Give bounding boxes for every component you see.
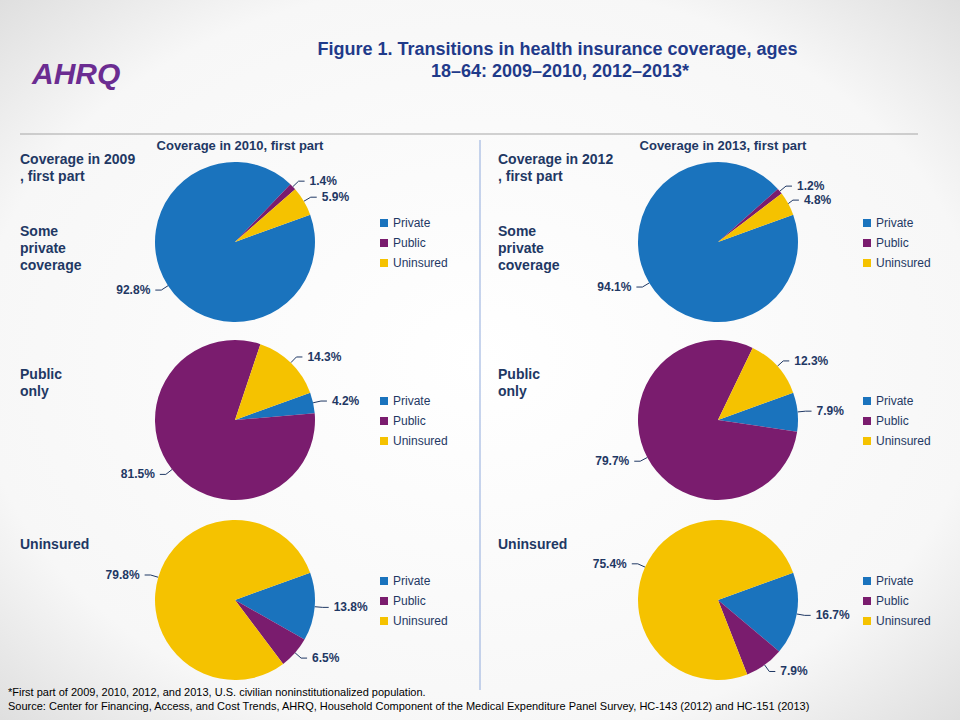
svg-text:Uninsured: Uninsured xyxy=(876,614,931,628)
svg-text:Private: Private xyxy=(876,216,914,230)
svg-text:75.4%: 75.4% xyxy=(593,557,627,571)
svg-text:Uninsured: Uninsured xyxy=(20,536,89,552)
svg-text:5.9%: 5.9% xyxy=(322,190,350,204)
svg-text:private: private xyxy=(498,240,548,256)
svg-text:Private: Private xyxy=(876,394,914,408)
svg-text:Public: Public xyxy=(393,594,426,608)
svg-text:Uninsured: Uninsured xyxy=(876,434,931,448)
svg-text:Public: Public xyxy=(20,366,66,382)
svg-text:Uninsured: Uninsured xyxy=(393,256,448,270)
svg-text:Private: Private xyxy=(393,216,431,230)
svg-text:Source: Center for Financing,: Source: Center for Financing, Access, an… xyxy=(8,700,809,712)
svg-text:6.5%: 6.5% xyxy=(312,651,340,665)
svg-text:14.3%: 14.3% xyxy=(307,350,341,364)
svg-text:4.8%: 4.8% xyxy=(804,193,832,207)
svg-text:94.1%: 94.1% xyxy=(597,280,631,294)
svg-text:Private: Private xyxy=(393,574,431,588)
svg-text:1.2%: 1.2% xyxy=(797,179,825,193)
svg-text:18–64: 2009–2010, 2012–2013*: 18–64: 2009–2010, 2012–2013* xyxy=(431,61,689,81)
svg-text:only: only xyxy=(498,383,527,399)
svg-text:private: private xyxy=(20,240,70,256)
svg-text:13.8%: 13.8% xyxy=(334,600,368,614)
svg-text:Coverage in 2010, first part: Coverage in 2010, first part xyxy=(157,138,325,153)
svg-text:Public: Public xyxy=(876,236,909,250)
svg-text:*First part of 2009, 2010, 201: *First part of 2009, 2010, 2012, and 201… xyxy=(8,686,426,698)
svg-text:7.9%: 7.9% xyxy=(780,664,808,678)
svg-text:81.5%: 81.5% xyxy=(121,467,155,481)
svg-text:1.4%: 1.4% xyxy=(310,174,338,188)
svg-text:7.9%: 7.9% xyxy=(817,404,845,418)
svg-text:Private: Private xyxy=(393,394,431,408)
svg-text:Public: Public xyxy=(876,414,909,428)
svg-text:AHRQ: AHRQ xyxy=(31,57,120,90)
svg-text:Public: Public xyxy=(393,414,426,428)
svg-text:Uninsured: Uninsured xyxy=(498,536,567,552)
svg-text:92.8%: 92.8% xyxy=(116,283,150,297)
svg-text:79.8%: 79.8% xyxy=(106,568,140,582)
svg-text:Coverage in 2012: Coverage in 2012 xyxy=(498,151,613,167)
svg-text:, first part: , first part xyxy=(20,168,85,184)
svg-text:Public: Public xyxy=(393,236,426,250)
svg-text:Figure 1. Transitions in healt: Figure 1. Transitions in health insuranc… xyxy=(317,39,802,59)
svg-text:Uninsured: Uninsured xyxy=(876,256,931,270)
svg-text:Public: Public xyxy=(876,594,909,608)
svg-text:Coverage in 2013, first part: Coverage in 2013, first part xyxy=(640,138,808,153)
svg-text:4.2%: 4.2% xyxy=(332,394,360,408)
svg-text:coverage: coverage xyxy=(20,257,82,273)
svg-text:16.7%: 16.7% xyxy=(816,608,850,622)
svg-text:Coverage in 2009: Coverage in 2009 xyxy=(20,151,135,167)
svg-text:Uninsured: Uninsured xyxy=(393,434,448,448)
svg-text:Public: Public xyxy=(498,366,544,382)
svg-text:79.7%: 79.7% xyxy=(595,454,629,468)
svg-text:coverage: coverage xyxy=(498,257,560,273)
svg-text:Private: Private xyxy=(876,574,914,588)
svg-text:only: only xyxy=(20,383,49,399)
svg-text:, first part: , first part xyxy=(498,168,563,184)
svg-text:Uninsured: Uninsured xyxy=(393,614,448,628)
svg-text:Some: Some xyxy=(498,223,540,239)
svg-text:Some: Some xyxy=(20,223,62,239)
svg-text:12.3%: 12.3% xyxy=(794,354,828,368)
